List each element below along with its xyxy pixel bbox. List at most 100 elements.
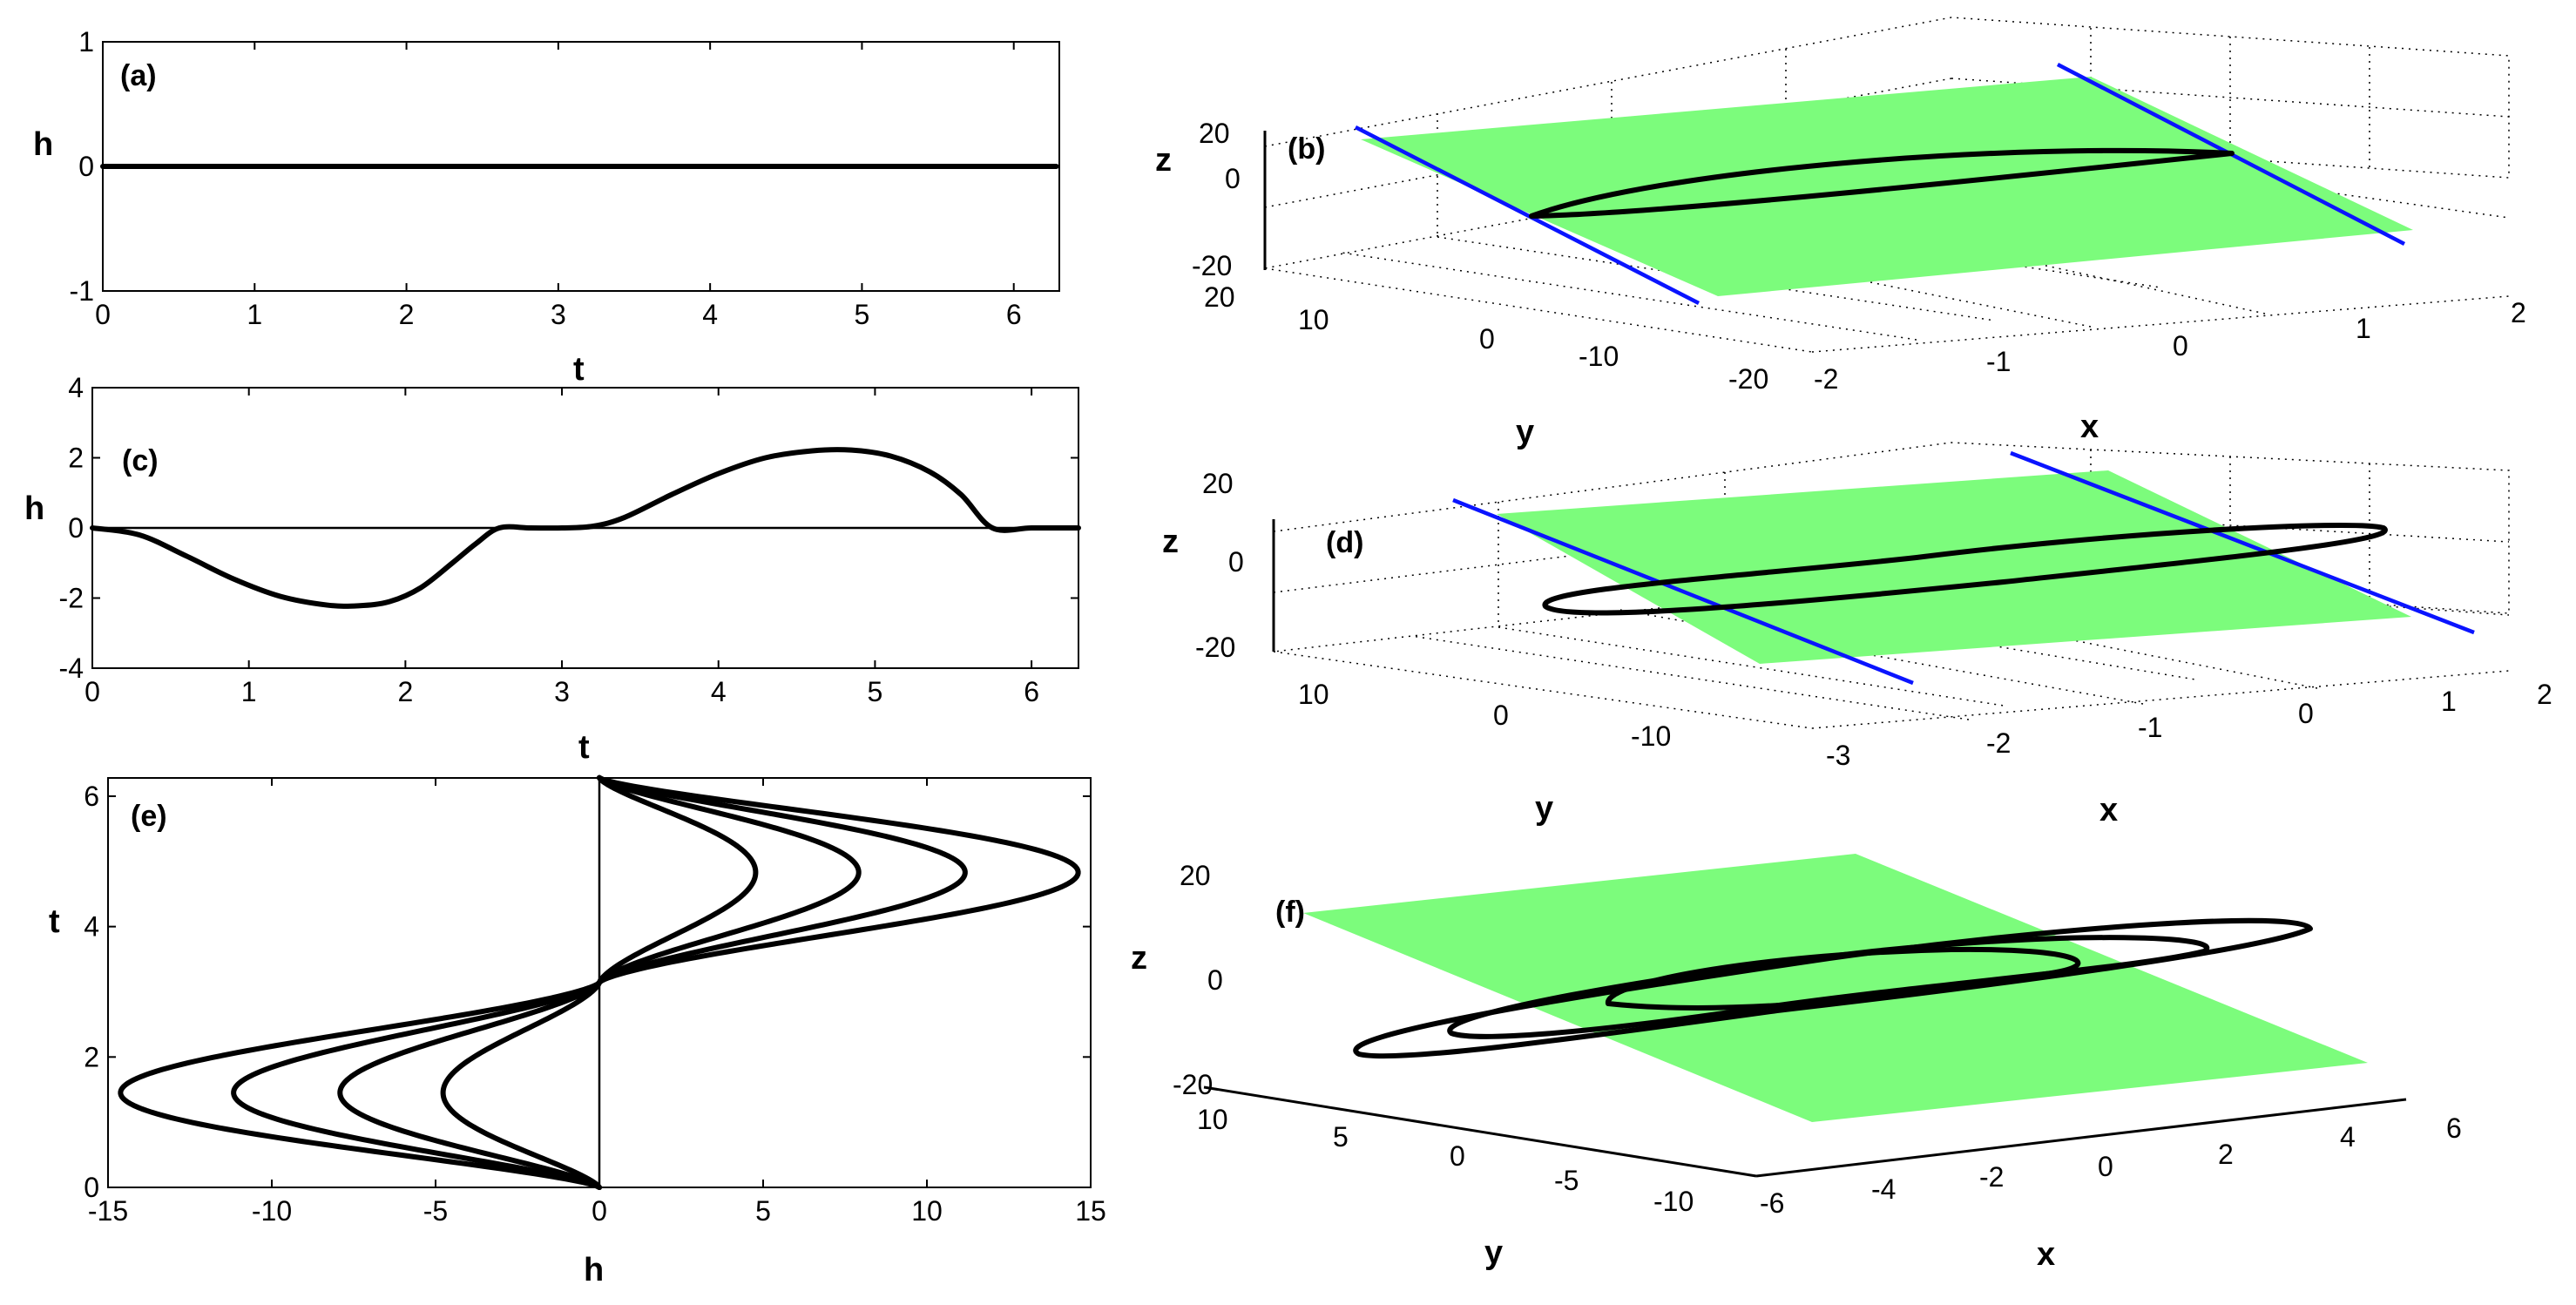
zlabel-d: z — [1162, 524, 1179, 560]
x-tick-label-c: 3 — [554, 676, 570, 707]
x-tick-f: 2 — [2218, 1139, 2234, 1170]
ylabel-e: t — [49, 903, 60, 940]
z-tick-d: 0 — [1228, 546, 1244, 578]
grid-line-b — [1951, 78, 2510, 118]
y-tick-b: 20 — [1204, 281, 1235, 313]
y-tick-label-a: 1 — [78, 26, 94, 57]
y-tick-label-c: -4 — [59, 652, 84, 684]
axis-line-f — [1755, 1098, 2407, 1178]
grid-line-d — [1811, 670, 2510, 729]
orbit-f-large — [1353, 917, 2313, 1059]
orbit-b — [1529, 147, 2235, 219]
x-tick-label-e: 0 — [592, 1195, 607, 1227]
x-tick-label-e: 10 — [911, 1195, 943, 1227]
panel-c: (c) h t 0 1 2 3 4 5 6 -4 -2 0 2 4 — [24, 372, 1081, 766]
y-tick-b: 10 — [1298, 304, 1329, 335]
panel-label-b: (b) — [1288, 132, 1325, 166]
x-tick-label-a: 2 — [399, 299, 415, 330]
y-tick-label-e: 6 — [84, 781, 99, 812]
x-tick-label-a: 0 — [95, 299, 111, 330]
y-tick-label-a: 0 — [78, 151, 94, 182]
panel-label-e: (e) — [131, 800, 167, 833]
x-tick-f: 0 — [2098, 1151, 2113, 1182]
x-tick-label-c: 5 — [868, 676, 883, 707]
y-tick-f: 0 — [1450, 1140, 1465, 1172]
panel-label-d: (d) — [1326, 526, 1363, 559]
ticks-c: 0 1 2 3 4 5 6 -4 -2 0 2 4 — [59, 372, 1078, 707]
series-e — [118, 774, 1081, 1190]
x-tick-d: -3 — [1826, 740, 1850, 771]
x-tick-d: -2 — [1986, 727, 2011, 759]
axis-line-f — [1203, 1085, 1757, 1178]
grid-line-d — [1619, 609, 2144, 705]
blue-line-d-left — [1452, 497, 1914, 686]
panel-b: 20 0 -20 20 10 0 -10 -20 -2 -1 0 1 2 z y… — [1155, 17, 2526, 450]
x-tick-label-a: 3 — [551, 299, 566, 330]
y-tick-b: -20 — [1728, 363, 1768, 395]
x-tick-b: -2 — [1814, 363, 1838, 395]
grid-line-b — [1550, 217, 2092, 328]
y-tick-label-a: -1 — [70, 275, 94, 307]
grid-line-d — [1498, 626, 2005, 707]
x-tick-d: -1 — [2138, 712, 2162, 743]
ticks-e: -15 -10 -5 0 5 10 15 0 2 4 6 — [84, 778, 1106, 1227]
x-tick-d: 1 — [2441, 686, 2457, 717]
zlabel-f: z — [1131, 940, 1147, 977]
x-tick-f: -4 — [1871, 1173, 1896, 1205]
y-tick-label-e: 2 — [84, 1041, 99, 1072]
y-tick-label-c: 4 — [68, 372, 84, 403]
y-tick-b: -10 — [1579, 341, 1619, 372]
panel-label-f: (f) — [1275, 896, 1305, 929]
x-tick-label-c: 4 — [711, 676, 727, 707]
line-series-e-4 — [118, 774, 1081, 1190]
y-tick-f: 5 — [1333, 1121, 1349, 1153]
green-plane-d — [1497, 470, 2411, 664]
x-tick-f: 6 — [2446, 1112, 2462, 1144]
z-tick-f: 20 — [1180, 860, 1211, 891]
z-tick-f: -20 — [1173, 1069, 1213, 1100]
x-tick-label-a: 5 — [855, 299, 870, 330]
x-tick-d: 0 — [2298, 698, 2314, 729]
y-tick-d: -10 — [1631, 720, 1671, 752]
y-tick-label-c: 0 — [68, 512, 84, 544]
panel-label-c: (c) — [122, 444, 159, 477]
y-tick-label-c: 2 — [68, 443, 84, 474]
z-tick-d: -20 — [1195, 632, 1235, 663]
xlabel-b: x — [2080, 409, 2099, 445]
y-tick-b: 0 — [1479, 323, 1495, 355]
y-tick-d: 10 — [1298, 679, 1329, 710]
xlabel-e: h — [584, 1252, 604, 1288]
z-tick-d: 20 — [1202, 468, 1234, 499]
z-tick-b: -20 — [1192, 250, 1232, 281]
grid-line-d — [1273, 651, 1813, 729]
x-tick-label-e: -5 — [423, 1195, 448, 1227]
grid-line-b — [1264, 267, 1813, 353]
x-tick-label-a: 6 — [1006, 299, 1022, 330]
x-tick-d: 2 — [2537, 679, 2552, 710]
x-tick-label-c: 2 — [397, 676, 413, 707]
z-tick-b: 0 — [1225, 163, 1241, 194]
x-tick-b: -1 — [1986, 346, 2011, 377]
ylabel-a: h — [33, 126, 53, 163]
xlabel-c: t — [578, 729, 590, 766]
panel-f: 20 0 -20 10 5 0 -5 -10 -6 -4 -2 0 2 4 6 … — [1131, 854, 2462, 1273]
blue-line-d-right — [2010, 450, 2475, 635]
x-tick-f: 4 — [2340, 1121, 2356, 1153]
grid-line-b — [1811, 295, 2510, 353]
y-tick-f: 10 — [1197, 1104, 1228, 1135]
ylabel-d: y — [1535, 790, 1553, 827]
green-plane-f — [1303, 854, 2368, 1122]
panel-label-a: (a) — [120, 59, 157, 92]
ylabel-c: h — [24, 490, 44, 527]
xlabel-f: x — [2037, 1236, 2055, 1273]
x-tick-label-e: 15 — [1075, 1195, 1106, 1227]
zlabel-b: z — [1155, 142, 1172, 179]
ylabel-f: y — [1484, 1234, 1503, 1271]
ylabel-b: y — [1516, 414, 1534, 450]
x-tick-label-e: -15 — [88, 1195, 128, 1227]
x-tick-f: -6 — [1760, 1187, 1784, 1219]
z-tick-f: 0 — [1207, 964, 1223, 996]
x-tick-label-e: 5 — [755, 1195, 771, 1227]
x-tick-b: 0 — [2173, 330, 2188, 362]
x-tick-b: 2 — [2511, 297, 2526, 328]
